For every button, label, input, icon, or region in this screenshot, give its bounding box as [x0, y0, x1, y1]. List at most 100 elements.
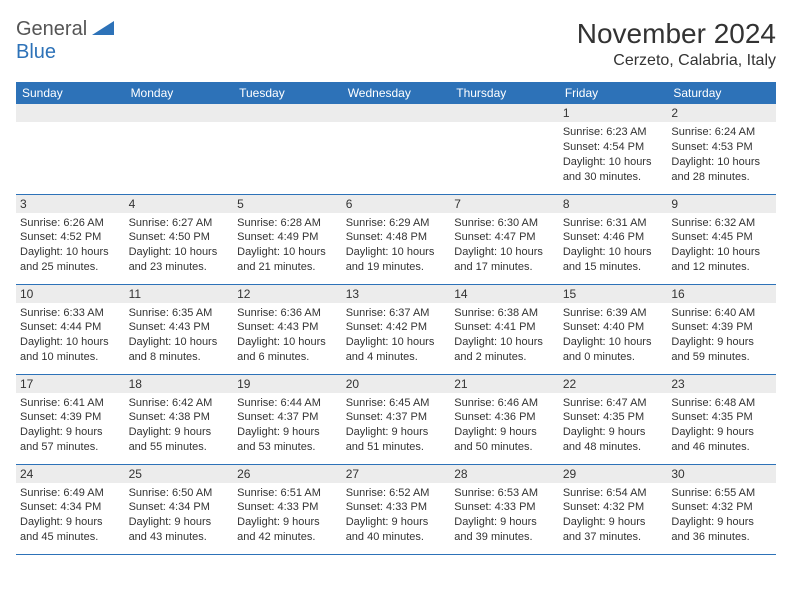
calendar-week-row: 17 Sunrise: 6:41 AMSunset: 4:39 PMDayligh… — [16, 374, 776, 464]
day-details: Sunrise: 6:55 AMSunset: 4:32 PMDaylight:… — [671, 486, 772, 545]
calendar-day-cell: 2 Sunrise: 6:24 AMSunset: 4:53 PMDaylight… — [667, 104, 776, 194]
calendar-day-cell: 11 Sunrise: 6:35 AMSunset: 4:43 PMDayligh… — [125, 284, 234, 374]
calendar-day-cell: 26 Sunrise: 6:51 AMSunset: 4:33 PMDayligh… — [233, 464, 342, 554]
weekday-header: Tuesday — [233, 82, 342, 104]
calendar-day-cell: 5Sunrise: 6:28 AMSunset: 4:49 PMDaylight… — [233, 194, 342, 284]
calendar-day-cell — [125, 104, 234, 194]
calendar-day-cell: 13 Sunrise: 6:37 AMSunset: 4:42 PMDayligh… — [342, 284, 451, 374]
day-details: Sunrise: 6:38 AMSunset: 4:41 PMDaylight:… — [454, 306, 555, 365]
day-number: 24 — [16, 465, 125, 483]
day-number: 8 — [559, 195, 668, 213]
day-number: 17 — [16, 375, 125, 393]
day-number: 9 — [667, 195, 776, 213]
day-number: 30 — [667, 465, 776, 483]
day-number: 13 — [342, 285, 451, 303]
day-number: 14 — [450, 285, 559, 303]
day-details: Sunrise: 6:27 AMSunset: 4:50 PMDaylight:… — [129, 216, 230, 275]
calendar-day-cell — [450, 104, 559, 194]
page: General Blue November 2024 Cerzeto, Cala… — [16, 0, 776, 555]
calendar-day-cell: 18Sunrise: 6:42 AMSunset: 4:38 PMDayligh… — [125, 374, 234, 464]
day-details: Sunrise: 6:30 AMSunset: 4:47 PMDaylight:… — [454, 216, 555, 275]
calendar-day-cell: 20 Sunrise: 6:45 AMSunset: 4:37 PMDayligh… — [342, 374, 451, 464]
calendar-day-cell: 24 Sunrise: 6:49 AMSunset: 4:34 PMDayligh… — [16, 464, 125, 554]
day-details: Sunrise: 6:48 AMSunset: 4:35 PMDaylight:… — [671, 396, 772, 455]
weekday-header: Wednesday — [342, 82, 451, 104]
calendar-table: SundayMondayTuesdayWednesdayThursdayFrid… — [16, 82, 776, 555]
day-details: Sunrise: 6:42 AMSunset: 4:38 PMDaylight:… — [129, 396, 230, 455]
day-number: 27 — [342, 465, 451, 483]
day-details: Sunrise: 6:35 AMSunset: 4:43 PMDaylight:… — [129, 306, 230, 365]
weekday-header: Saturday — [667, 82, 776, 104]
calendar-day-cell: 12 Sunrise: 6:36 AMSunset: 4:43 PMDayligh… — [233, 284, 342, 374]
day-number: 19 — [233, 375, 342, 393]
calendar-day-cell: 10 Sunrise: 6:33 AMSunset: 4:44 PMDayligh… — [16, 284, 125, 374]
calendar-day-cell: 23 Sunrise: 6:48 AMSunset: 4:35 PMDayligh… — [667, 374, 776, 464]
calendar-day-cell: 1Sunrise: 6:23 AMSunset: 4:54 PMDaylight… — [559, 104, 668, 194]
day-number: 12 — [233, 285, 342, 303]
calendar-day-cell: 4 Sunrise: 6:27 AMSunset: 4:50 PMDaylight… — [125, 194, 234, 284]
day-details: Sunrise: 6:41 AMSunset: 4:39 PMDaylight:… — [20, 396, 121, 455]
day-number: 11 — [125, 285, 234, 303]
day-number: 23 — [667, 375, 776, 393]
logo-word-2: Blue — [16, 41, 56, 63]
day-details: Sunrise: 6:47 AMSunset: 4:35 PMDaylight:… — [563, 396, 664, 455]
day-number-band — [450, 104, 559, 122]
location-subtitle: Cerzeto, Calabria, Italy — [577, 52, 776, 70]
day-number: 4 — [125, 195, 234, 213]
day-number: 15 — [559, 285, 668, 303]
logo-triangle-icon — [92, 21, 114, 40]
calendar-day-cell — [342, 104, 451, 194]
day-details: Sunrise: 6:46 AMSunset: 4:36 PMDaylight:… — [454, 396, 555, 455]
calendar-day-cell: 16Sunrise: 6:40 AMSunset: 4:39 PMDayligh… — [667, 284, 776, 374]
calendar-day-cell: 17 Sunrise: 6:41 AMSunset: 4:39 PMDayligh… — [16, 374, 125, 464]
day-details: Sunrise: 6:24 AMSunset: 4:53 PMDaylight:… — [671, 125, 772, 184]
calendar-day-cell: 27 Sunrise: 6:52 AMSunset: 4:33 PMDayligh… — [342, 464, 451, 554]
calendar-day-cell: 30 Sunrise: 6:55 AMSunset: 4:32 PMDayligh… — [667, 464, 776, 554]
calendar-day-cell: 28 Sunrise: 6:53 AMSunset: 4:33 PMDayligh… — [450, 464, 559, 554]
calendar-day-cell: 8Sunrise: 6:31 AMSunset: 4:46 PMDaylight… — [559, 194, 668, 284]
calendar-day-cell: 19 Sunrise: 6:44 AMSunset: 4:37 PMDayligh… — [233, 374, 342, 464]
day-details: Sunrise: 6:32 AMSunset: 4:45 PMDaylight:… — [671, 216, 772, 275]
day-number: 3 — [16, 195, 125, 213]
day-details: Sunrise: 6:44 AMSunset: 4:37 PMDaylight:… — [237, 396, 338, 455]
calendar-week-row: 1Sunrise: 6:23 AMSunset: 4:54 PMDaylight… — [16, 104, 776, 194]
day-number: 10 — [16, 285, 125, 303]
day-number: 2 — [667, 104, 776, 122]
calendar-day-cell: 14 Sunrise: 6:38 AMSunset: 4:41 PMDayligh… — [450, 284, 559, 374]
day-number: 7 — [450, 195, 559, 213]
day-details: Sunrise: 6:50 AMSunset: 4:34 PMDaylight:… — [129, 486, 230, 545]
calendar-day-cell: 3 Sunrise: 6:26 AMSunset: 4:52 PMDaylight… — [16, 194, 125, 284]
day-details: Sunrise: 6:36 AMSunset: 4:43 PMDaylight:… — [237, 306, 338, 365]
logo: General Blue — [16, 18, 114, 64]
day-number: 29 — [559, 465, 668, 483]
calendar-week-row: 10 Sunrise: 6:33 AMSunset: 4:44 PMDayligh… — [16, 284, 776, 374]
day-details: Sunrise: 6:33 AMSunset: 4:44 PMDaylight:… — [20, 306, 121, 365]
calendar-day-cell: 21 Sunrise: 6:46 AMSunset: 4:36 PMDayligh… — [450, 374, 559, 464]
day-number-band — [125, 104, 234, 122]
day-details: Sunrise: 6:53 AMSunset: 4:33 PMDaylight:… — [454, 486, 555, 545]
calendar-week-row: 24 Sunrise: 6:49 AMSunset: 4:34 PMDayligh… — [16, 464, 776, 554]
day-number: 21 — [450, 375, 559, 393]
day-number: 20 — [342, 375, 451, 393]
day-details: Sunrise: 6:54 AMSunset: 4:32 PMDaylight:… — [563, 486, 664, 545]
day-number: 25 — [125, 465, 234, 483]
day-details: Sunrise: 6:26 AMSunset: 4:52 PMDaylight:… — [20, 216, 121, 275]
day-details: Sunrise: 6:37 AMSunset: 4:42 PMDaylight:… — [346, 306, 447, 365]
day-number: 6 — [342, 195, 451, 213]
day-details: Sunrise: 6:51 AMSunset: 4:33 PMDaylight:… — [237, 486, 338, 545]
weekday-header: Thursday — [450, 82, 559, 104]
day-details: Sunrise: 6:45 AMSunset: 4:37 PMDaylight:… — [346, 396, 447, 455]
calendar-day-cell — [16, 104, 125, 194]
calendar-day-cell: 6 Sunrise: 6:29 AMSunset: 4:48 PMDaylight… — [342, 194, 451, 284]
header-row: General Blue November 2024 Cerzeto, Cala… — [16, 18, 776, 70]
day-details: Sunrise: 6:52 AMSunset: 4:33 PMDaylight:… — [346, 486, 447, 545]
day-details: Sunrise: 6:23 AMSunset: 4:54 PMDaylight:… — [563, 125, 664, 184]
logo-word-1: General — [16, 18, 87, 40]
day-number: 26 — [233, 465, 342, 483]
day-details: Sunrise: 6:28 AMSunset: 4:49 PMDaylight:… — [237, 216, 338, 275]
day-number: 28 — [450, 465, 559, 483]
day-number: 16 — [667, 285, 776, 303]
day-details: Sunrise: 6:49 AMSunset: 4:34 PMDaylight:… — [20, 486, 121, 545]
day-details: Sunrise: 6:29 AMSunset: 4:48 PMDaylight:… — [346, 216, 447, 275]
weekday-header: Monday — [125, 82, 234, 104]
